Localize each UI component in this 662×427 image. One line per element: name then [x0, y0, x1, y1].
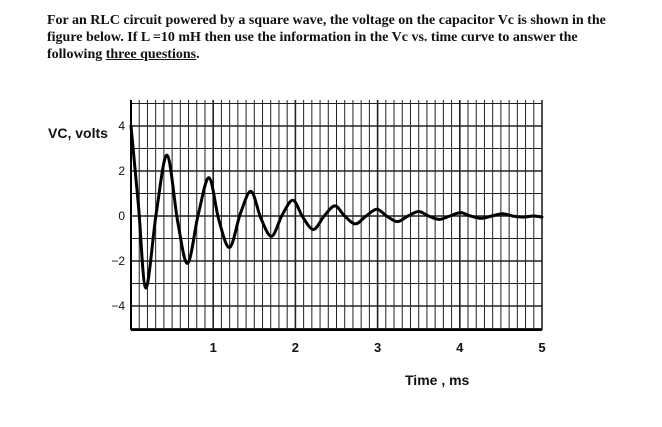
chart-ticks: 4 2 0 −2 −4 1 2 3 4 5: [111, 119, 545, 355]
question-text-part2: .: [196, 47, 200, 62]
question-underlined: three questions: [105, 47, 197, 62]
x-tick-label: 2: [292, 340, 299, 355]
y-tick-label: −2: [111, 254, 125, 268]
question-text-part1: For an RLC circuit powered by a square w…: [47, 13, 606, 62]
x-tick-label: 5: [538, 340, 545, 355]
x-tick-label: 4: [456, 340, 464, 355]
chart-grid: [130, 100, 543, 330]
x-tick-label: 1: [210, 340, 217, 355]
x-axis-label: Time , ms: [405, 372, 470, 388]
x-tick-label: 3: [374, 340, 381, 355]
question-text: For an RLC circuit powered by a square w…: [47, 12, 627, 63]
y-tick-label: 0: [118, 209, 125, 223]
y-tick-label: 4: [118, 119, 125, 133]
vc-curve: [129, 124, 544, 290]
y-tick-label: −4: [111, 299, 125, 313]
y-tick-label: 2: [118, 164, 125, 178]
y-axis-label: VC, volts: [48, 125, 108, 141]
